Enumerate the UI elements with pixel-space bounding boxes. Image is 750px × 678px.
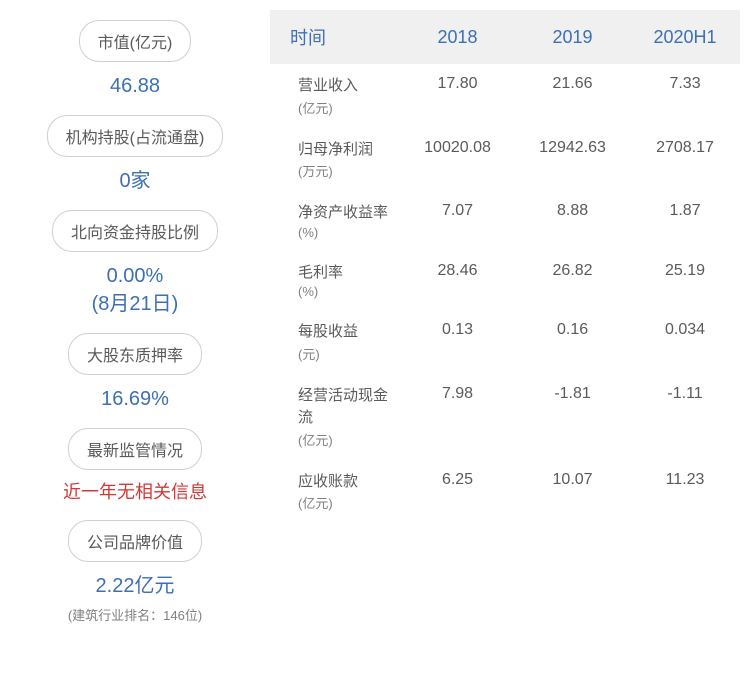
- metric-value: 0家: [119, 167, 150, 195]
- table-cell: 8.88: [515, 191, 630, 251]
- table-cell: 0.16: [515, 310, 630, 374]
- metric-value: 16.69%: [101, 385, 169, 413]
- table-cell: 11.23: [630, 460, 740, 524]
- row-unit: (亿元): [278, 98, 392, 117]
- metric-value: 0.00%(8月21日): [92, 262, 179, 318]
- financial-data-table: 时间201820192020H1 营业收入(亿元)17.8021.667.33归…: [270, 10, 740, 523]
- metric-label-box: 机构持股(占流通盘): [47, 115, 224, 157]
- row-unit: (%): [278, 225, 392, 240]
- table-row: 每股收益(元)0.130.160.034: [270, 310, 740, 374]
- table-column-header: 2020H1: [630, 10, 740, 64]
- table-cell: 7.98: [400, 374, 515, 460]
- table-row-label-cell: 毛利率(%): [270, 251, 400, 311]
- row-label: 归母净利润: [278, 139, 392, 162]
- table-cell: 6.25: [400, 460, 515, 524]
- table-row: 归母净利润(万元)10020.0812942.632708.17: [270, 128, 740, 192]
- table-cell: 10020.08: [400, 128, 515, 192]
- metric-label-box: 大股东质押率: [68, 333, 202, 375]
- table-cell: -1.11: [630, 374, 740, 460]
- table-header-row: 时间201820192020H1: [270, 10, 740, 64]
- metric-value: 近一年无相关信息: [63, 480, 207, 505]
- table-row-label-cell: 应收账款(亿元): [270, 460, 400, 524]
- table-cell: 1.87: [630, 191, 740, 251]
- table-cell: 26.82: [515, 251, 630, 311]
- table-row-label-cell: 净资产收益率(%): [270, 191, 400, 251]
- table-cell: 12942.63: [515, 128, 630, 192]
- metric-label-box: 北向资金持股比例: [52, 210, 218, 252]
- row-unit: (亿元): [278, 493, 392, 512]
- table-row: 应收账款(亿元)6.2510.0711.23: [270, 460, 740, 524]
- table-header: 时间201820192020H1: [270, 10, 740, 64]
- row-unit: (万元): [278, 161, 392, 180]
- row-label: 经营活动现金流: [278, 385, 392, 430]
- row-unit: (亿元): [278, 430, 392, 449]
- row-label: 应收账款: [278, 471, 392, 494]
- table-row-label-cell: 营业收入(亿元): [270, 64, 400, 128]
- metric-label-box: 公司品牌价值: [68, 520, 202, 562]
- table-row-label-cell: 每股收益(元): [270, 310, 400, 374]
- table-cell: 7.07: [400, 191, 515, 251]
- metric-label-box: 市值(亿元): [79, 20, 192, 62]
- table-row: 净资产收益率(%)7.078.881.87: [270, 191, 740, 251]
- metric-value: 2.22亿元: [96, 572, 175, 600]
- row-label: 净资产收益率: [278, 202, 392, 225]
- metric-value: 46.88: [110, 72, 160, 100]
- row-label: 每股收益: [278, 321, 392, 344]
- table-column-header: 2019: [515, 10, 630, 64]
- table-row-label-cell: 归母净利润(万元): [270, 128, 400, 192]
- table-cell: 7.33: [630, 64, 740, 128]
- left-metrics-panel: 市值(亿元) 46.88 机构持股(占流通盘) 0家北向资金持股比例 0.00%(8月2…: [5, 10, 265, 668]
- table-column-header: 2018: [400, 10, 515, 64]
- table-cell: 0.13: [400, 310, 515, 374]
- row-label: 营业收入: [278, 75, 392, 98]
- metric-subtext: (建筑行业排名：146位): [68, 605, 202, 624]
- table-cell: 17.80: [400, 64, 515, 128]
- row-unit: (%): [278, 284, 392, 299]
- table-column-header: 时间: [270, 10, 400, 64]
- row-label: 毛利率: [278, 262, 392, 285]
- table-row: 经营活动现金流(亿元)7.98-1.81-1.11: [270, 374, 740, 460]
- right-table-panel: 时间201820192020H1 营业收入(亿元)17.8021.667.33归…: [265, 10, 750, 668]
- table-cell: 28.46: [400, 251, 515, 311]
- table-cell: 10.07: [515, 460, 630, 524]
- table-cell: 25.19: [630, 251, 740, 311]
- table-cell: 0.034: [630, 310, 740, 374]
- table-row: 毛利率(%)28.4626.8225.19: [270, 251, 740, 311]
- table-row-label-cell: 经营活动现金流(亿元): [270, 374, 400, 460]
- metric-label-box: 最新监管情况: [68, 428, 202, 470]
- table-cell: 2708.17: [630, 128, 740, 192]
- row-unit: (元): [278, 344, 392, 363]
- table-cell: 21.66: [515, 64, 630, 128]
- table-cell: -1.81: [515, 374, 630, 460]
- table-row: 营业收入(亿元)17.8021.667.33: [270, 64, 740, 128]
- table-body: 营业收入(亿元)17.8021.667.33归母净利润(万元)10020.081…: [270, 64, 740, 523]
